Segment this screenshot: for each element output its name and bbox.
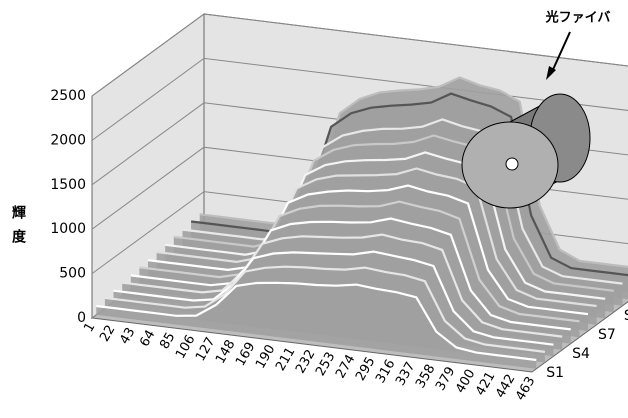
annotation: 光ファイバ	[545, 10, 611, 26]
x-tick-label: 1	[81, 320, 98, 335]
chart: 輝度 05001000150020002500S13S10S7S4S112243…	[0, 0, 628, 418]
depth-label: S1	[546, 365, 564, 381]
y-tick-label: 2500	[50, 88, 86, 104]
y-tick-label: 500	[59, 266, 86, 282]
plot-area: 05001000150020002500S13S10S7S4S112243648…	[50, 14, 628, 403]
y-tick-label: 1500	[50, 177, 86, 193]
depth-label: S7	[598, 327, 616, 343]
depth-label: S10	[624, 308, 628, 324]
depth-label: S4	[572, 346, 590, 362]
x-tick-label: 43	[117, 325, 138, 347]
x-tick-label: 64	[137, 328, 158, 350]
y-tick-label: 1000	[50, 221, 86, 237]
x-tick-label: 22	[97, 323, 118, 345]
y-tick-label: 2000	[50, 132, 86, 148]
y-axis-label: 輝度	[10, 204, 26, 253]
